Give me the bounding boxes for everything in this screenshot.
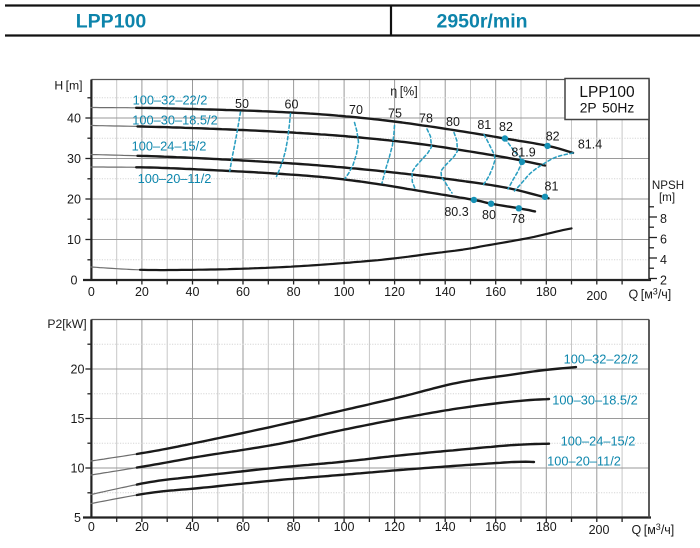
svg-text:81.4: 81.4 (578, 138, 602, 152)
svg-text:40: 40 (67, 111, 81, 125)
svg-text:140: 140 (435, 285, 456, 299)
svg-text:120: 120 (384, 520, 405, 534)
svg-text:140: 140 (435, 520, 456, 534)
svg-text:2: 2 (660, 274, 667, 288)
svg-text:100–32–22/2: 100–32–22/2 (133, 92, 208, 107)
svg-text:160: 160 (485, 520, 506, 534)
svg-text:20: 20 (67, 192, 81, 206)
svg-text:82: 82 (546, 129, 560, 143)
svg-text:75: 75 (388, 107, 402, 121)
svg-text:H [m]: H [m] (54, 78, 82, 92)
svg-text:6: 6 (660, 233, 667, 247)
svg-text:η [%]: η [%] (390, 85, 418, 99)
svg-text:82: 82 (499, 120, 513, 134)
svg-text:4: 4 (660, 253, 667, 267)
svg-text:100–24–15/2: 100–24–15/2 (561, 433, 636, 448)
svg-text:0: 0 (71, 273, 78, 287)
svg-text:60: 60 (236, 285, 250, 299)
svg-text:50: 50 (235, 97, 249, 111)
svg-text:100–30–18.5/2: 100–30–18.5/2 (132, 112, 217, 127)
svg-text:Q [м3/ч]: Q [м3/ч] (632, 522, 675, 537)
svg-text:2950r/min: 2950r/min (436, 11, 527, 33)
svg-text:LPP100: LPP100 (579, 84, 635, 101)
svg-text:20: 20 (135, 285, 149, 299)
svg-text:78: 78 (511, 212, 525, 226)
svg-text:100–24–15/2: 100–24–15/2 (132, 138, 207, 153)
svg-text:78: 78 (419, 112, 433, 126)
svg-text:0: 0 (88, 520, 95, 534)
svg-text:NPSH: NPSH (652, 179, 684, 192)
svg-text:100–32–22/2: 100–32–22/2 (564, 351, 639, 366)
svg-text:200: 200 (586, 289, 607, 303)
svg-text:180: 180 (536, 520, 557, 534)
svg-text:80: 80 (287, 520, 301, 534)
svg-text:8: 8 (660, 212, 667, 226)
svg-text:20: 20 (135, 520, 149, 534)
svg-text:100–20–11/2: 100–20–11/2 (547, 453, 621, 468)
svg-text:160: 160 (485, 285, 506, 299)
svg-text:120: 120 (384, 285, 405, 299)
svg-text:10: 10 (71, 461, 85, 475)
svg-text:2P 50Hz: 2P 50Hz (580, 100, 635, 115)
svg-text:[m]: [m] (659, 191, 675, 204)
svg-text:10: 10 (67, 233, 81, 247)
svg-text:81: 81 (477, 118, 491, 132)
svg-text:100: 100 (334, 285, 355, 299)
svg-text:Q [м3/ч]: Q [м3/ч] (629, 287, 672, 302)
svg-text:30: 30 (67, 152, 81, 166)
svg-text:80: 80 (287, 285, 301, 299)
svg-text:LPP100: LPP100 (76, 11, 147, 33)
svg-text:100: 100 (334, 520, 355, 534)
svg-text:100–30–18.5/2: 100–30–18.5/2 (552, 392, 637, 407)
svg-text:20: 20 (71, 362, 85, 376)
svg-text:40: 40 (186, 520, 200, 534)
svg-text:0: 0 (88, 285, 95, 299)
svg-text:60: 60 (236, 520, 250, 534)
svg-text:81: 81 (545, 180, 559, 194)
svg-text:70: 70 (349, 103, 363, 117)
svg-text:P2[kW]: P2[kW] (47, 317, 86, 331)
svg-text:5: 5 (74, 511, 81, 525)
svg-text:40: 40 (186, 285, 200, 299)
svg-text:60: 60 (285, 98, 299, 112)
svg-text:15: 15 (71, 412, 85, 426)
svg-text:180: 180 (536, 285, 557, 299)
svg-text:100–20–11/2: 100–20–11/2 (138, 171, 212, 186)
svg-text:81.9: 81.9 (511, 146, 535, 160)
svg-text:200: 200 (589, 523, 610, 537)
svg-text:80.3: 80.3 (444, 205, 468, 219)
svg-text:80: 80 (446, 115, 460, 129)
svg-text:80: 80 (482, 208, 496, 222)
